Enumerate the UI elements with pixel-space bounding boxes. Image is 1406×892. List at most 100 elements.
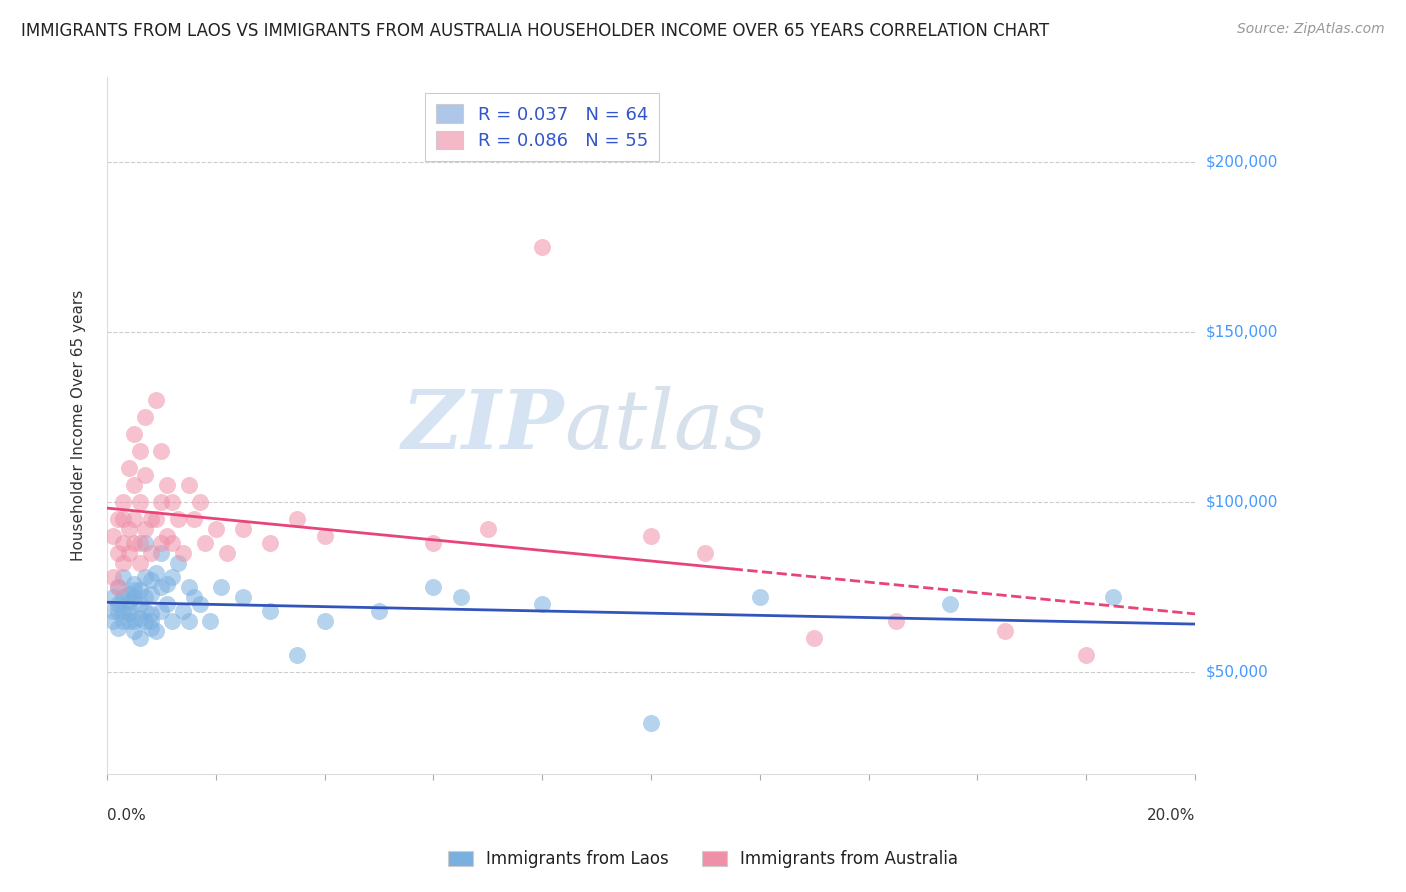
Point (139, 512, 162, 526)
Point (172, 604, 194, 618)
Point (122, 624, 145, 639)
Text: IMMIGRANTS FROM LAOS VS IMMIGRANTS FROM AUSTRALIA HOUSEHOLDER INCOME OVER 65 YEA: IMMIGRANTS FROM LAOS VS IMMIGRANTS FROM … (21, 22, 1049, 40)
Text: 0.0%: 0.0% (107, 808, 146, 823)
Point (1102, 590, 1125, 604)
Point (118, 522, 141, 536)
Point (122, 427, 145, 442)
Point (162, 614, 184, 628)
Point (101, 529, 124, 543)
Point (139, 614, 162, 628)
Point (128, 556, 150, 570)
Point (939, 597, 962, 611)
Legend: Immigrants from Laos, Immigrants from Australia: Immigrants from Laos, Immigrants from Au… (441, 844, 965, 875)
Text: $200,000: $200,000 (1206, 155, 1278, 169)
Point (134, 614, 156, 628)
Point (107, 580, 129, 594)
Point (139, 587, 162, 601)
Point (107, 580, 129, 594)
Point (128, 536, 150, 550)
Point (134, 590, 156, 604)
Point (259, 604, 281, 618)
Point (122, 512, 145, 526)
Point (134, 522, 156, 536)
Point (422, 536, 444, 550)
Point (1076, 648, 1098, 662)
Point (128, 610, 150, 624)
Point (194, 536, 217, 550)
Point (101, 604, 124, 618)
Text: Source: ZipAtlas.com: Source: ZipAtlas.com (1237, 22, 1385, 37)
Point (162, 570, 184, 584)
Point (748, 590, 770, 604)
Point (314, 614, 336, 628)
Point (112, 570, 135, 584)
Point (183, 590, 205, 604)
Point (259, 536, 281, 550)
Point (183, 512, 205, 526)
Point (118, 587, 141, 601)
Point (134, 536, 156, 550)
Point (314, 529, 336, 543)
Point (145, 566, 167, 581)
Point (368, 604, 391, 618)
Point (450, 590, 472, 604)
Point (122, 590, 145, 604)
Point (139, 607, 162, 621)
Point (422, 580, 444, 594)
Y-axis label: Householder Income Over 65 years: Householder Income Over 65 years (72, 290, 86, 561)
Point (150, 604, 173, 618)
Point (107, 604, 129, 618)
Point (122, 576, 145, 591)
Point (139, 546, 162, 560)
Point (232, 522, 254, 536)
Point (122, 536, 145, 550)
Point (156, 576, 179, 591)
Point (145, 393, 167, 408)
Point (200, 614, 222, 628)
Point (134, 410, 156, 425)
Point (101, 590, 124, 604)
Point (162, 536, 184, 550)
Point (107, 512, 129, 526)
Legend: R = 0.037   N = 64, R = 0.086   N = 55: R = 0.037 N = 64, R = 0.086 N = 55 (426, 94, 659, 161)
Point (209, 580, 232, 594)
Point (232, 590, 254, 604)
Point (287, 512, 309, 526)
Point (531, 240, 554, 254)
Point (134, 604, 156, 618)
Point (139, 621, 162, 635)
Point (884, 614, 907, 628)
Point (128, 583, 150, 598)
Point (112, 536, 135, 550)
Point (166, 556, 188, 570)
Point (215, 546, 238, 560)
Point (112, 604, 135, 618)
Text: $100,000: $100,000 (1206, 494, 1278, 509)
Point (128, 597, 150, 611)
Point (145, 624, 167, 639)
Point (139, 573, 162, 587)
Point (128, 495, 150, 509)
Point (107, 546, 129, 560)
Point (477, 522, 499, 536)
Text: $50,000: $50,000 (1206, 665, 1268, 680)
Point (994, 624, 1017, 639)
Point (122, 478, 145, 492)
Point (695, 546, 717, 560)
Point (150, 546, 173, 560)
Point (640, 529, 662, 543)
Point (162, 495, 184, 509)
Point (118, 614, 141, 628)
Point (150, 495, 173, 509)
Point (531, 597, 554, 611)
Point (188, 495, 211, 509)
Point (177, 580, 200, 594)
Point (177, 478, 200, 492)
Point (112, 495, 135, 509)
Point (122, 583, 145, 598)
Point (205, 522, 228, 536)
Point (118, 607, 141, 621)
Point (101, 570, 124, 584)
Text: atlas: atlas (564, 385, 766, 466)
Point (122, 614, 145, 628)
